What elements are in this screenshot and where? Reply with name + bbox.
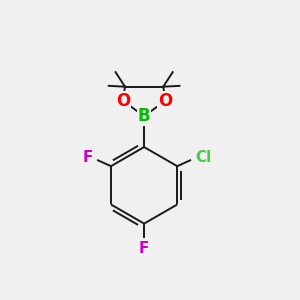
Text: F: F [139,241,149,256]
Text: B: B [138,107,150,125]
Text: Cl: Cl [196,150,212,165]
Text: O: O [116,92,130,110]
Text: F: F [82,150,93,165]
Text: O: O [158,92,172,110]
